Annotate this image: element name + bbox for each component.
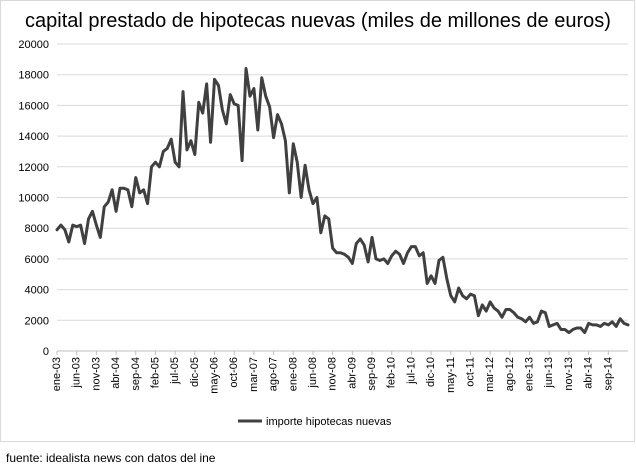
x-tick-label: nov-13: [563, 357, 575, 391]
x-tick-label: abr-04: [110, 357, 122, 389]
y-tick-label: 10000: [18, 193, 49, 205]
legend-label: importe hipotecas nuevas: [266, 416, 392, 428]
series-group: [55, 67, 630, 335]
x-tick-label: sep-04: [130, 357, 142, 391]
y-tick-label: 16000: [18, 100, 49, 112]
legend: importe hipotecas nuevas: [238, 416, 392, 428]
y-tick-label: 20000: [18, 39, 49, 51]
x-tick-label: ago-07: [268, 357, 280, 391]
x-tick-label: ene-03: [51, 357, 63, 391]
y-tick-label: 4000: [25, 285, 49, 297]
y-axis-ticks: 0 2000 4000 6000 8000 10000 12000 14000 16000 180…: [18, 39, 49, 358]
y-tick-label: 6000: [25, 254, 49, 266]
x-tick-label: jun-08: [307, 357, 319, 389]
chart-border: [0, 0, 635, 442]
x-tick-label: ene-08: [287, 357, 299, 391]
y-tick-label: 12000: [18, 162, 49, 174]
x-axis-ticks: ene-03 jun-03 nov-03 abr-04 sep-04 feb-05 jul-…: [51, 351, 614, 394]
source-note: fuente: idealista news con datos del ine: [6, 451, 216, 465]
x-tick-label: nov-03: [90, 357, 102, 391]
x-tick-label: ene-13: [524, 357, 536, 391]
x-tick-label: abr-09: [346, 357, 358, 389]
x-tick-label: feb-05: [149, 357, 161, 388]
x-tick-label: jun-13: [543, 357, 555, 389]
y-tick-label: 14000: [18, 131, 49, 143]
x-tick-label: feb-10: [386, 357, 398, 388]
x-tick-label: jul-10: [405, 357, 417, 385]
x-tick-label: ago-12: [504, 357, 516, 391]
y-tick-label: 2000: [25, 315, 49, 327]
x-tick-label: mar-12: [484, 357, 496, 392]
x-tick-label: jun-03: [71, 357, 83, 389]
x-tick-label: may-06: [209, 357, 221, 394]
x-tick-label: nov-08: [327, 357, 339, 391]
x-tick-label: may-11: [445, 357, 457, 393]
x-tick-label: dic-05: [189, 357, 201, 387]
chart-title: capital prestado de hipotecas nuevas (mi…: [25, 10, 611, 32]
x-tick-label: abr-14: [583, 357, 595, 389]
x-tick-label: sep-14: [602, 357, 614, 391]
y-tick-label: 0: [43, 346, 49, 358]
x-tick-label: oct-06: [228, 357, 240, 388]
y-tick-label: 8000: [25, 223, 49, 235]
x-tick-label: sep-09: [366, 357, 378, 391]
x-tick-label: oct-11: [464, 357, 476, 387]
series-line-importe-hipotecas: [55, 67, 630, 335]
y-tick-label: 18000: [18, 70, 49, 82]
x-tick-label: mar-07: [248, 357, 260, 392]
x-tick-label: dic-10: [425, 357, 437, 387]
x-tick-label: jul-05: [169, 357, 181, 385]
